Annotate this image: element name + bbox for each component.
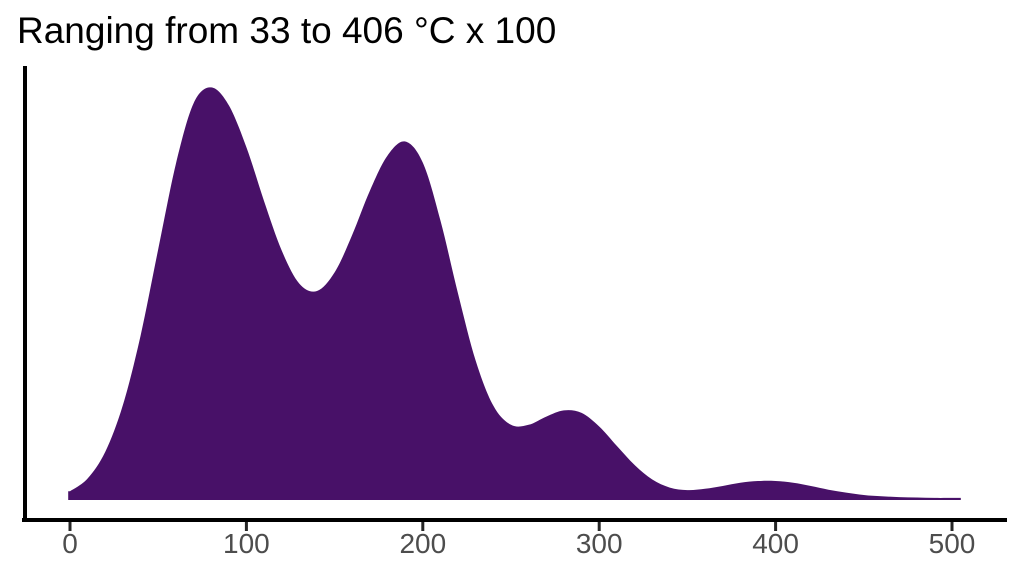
x-axis-tick-label: 0: [62, 528, 78, 559]
x-axis-tick-mark: [244, 522, 248, 531]
x-axis-tick-mark: [774, 522, 778, 531]
x-axis-tick-mark: [597, 522, 601, 531]
density-area: [68, 87, 961, 500]
x-axis-tick-label: 100: [223, 528, 270, 559]
x-axis-tick-label: 400: [752, 528, 799, 559]
page-title: Ranging from 33 to 406 °C x 100: [17, 10, 557, 51]
x-ticks-group: [68, 522, 954, 531]
x-axis-tick-mark: [421, 522, 425, 531]
x-axis-line: [22, 518, 1007, 522]
y-axis-line: [23, 66, 27, 522]
x-tick-labels-group: 0 100 200 300 400 500: [62, 528, 975, 559]
x-axis-tick-mark: [950, 522, 954, 531]
x-axis-tick-label: 500: [929, 528, 976, 559]
x-axis-tick-label: 200: [399, 528, 446, 559]
x-axis-tick-mark: [68, 522, 72, 531]
x-axis-tick-label: 300: [576, 528, 623, 559]
